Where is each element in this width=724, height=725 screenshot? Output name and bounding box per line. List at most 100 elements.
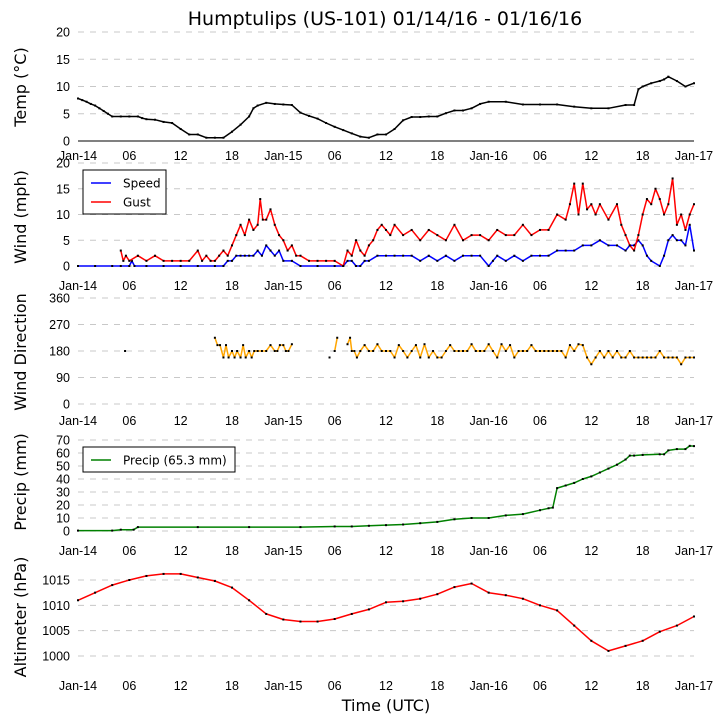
speed-point: [130, 259, 133, 262]
altimeter-panel: Altimeter (hPa) Time (UTC) 1000 1005 1010 1…: [11, 557, 713, 715]
speed-point: [684, 244, 687, 247]
temp-point: [231, 130, 233, 133]
speed-point: [231, 259, 233, 262]
gust-point: [218, 254, 221, 257]
temp-point: [667, 75, 670, 78]
direction-point: [355, 356, 358, 359]
direction-point: [693, 356, 695, 359]
gust-point: [547, 228, 550, 231]
gust-point: [393, 223, 396, 226]
temp-point: [590, 107, 593, 110]
x-tick-label: 18: [225, 279, 239, 293]
gust-point: [577, 213, 580, 216]
speed-point: [564, 249, 567, 252]
temp-point: [252, 107, 255, 110]
y-tick-label: 90: [56, 371, 70, 385]
x-axis-label: Time (UTC): [341, 696, 430, 715]
x-tick-label: 18: [636, 414, 650, 428]
x-tick-label: 06: [533, 279, 547, 293]
direction-point: [287, 350, 290, 352]
x-tick-label: 18: [430, 279, 444, 293]
speed-point: [145, 265, 148, 267]
gust-point: [624, 234, 627, 237]
gust-point: [654, 187, 657, 190]
altimeter-point: [265, 612, 268, 615]
gust-point: [119, 249, 122, 252]
direction-point: [284, 350, 287, 352]
speed-point: [94, 265, 97, 267]
direction-point: [607, 350, 610, 352]
temp-point: [367, 136, 370, 139]
wind-direction-y-label: Wind Direction: [11, 293, 30, 411]
direction-point: [624, 356, 627, 359]
temp-point: [684, 85, 687, 88]
direction-point: [547, 350, 550, 352]
gust-point: [436, 234, 439, 237]
altimeter-line: [77, 573, 695, 652]
x-tick-label: 18: [636, 149, 650, 163]
temp-point: [539, 103, 541, 106]
x-tick-label: 12: [379, 149, 393, 163]
direction-point: [440, 356, 443, 359]
speed-point: [663, 254, 666, 257]
x-tick-label: 12: [174, 149, 188, 163]
gust-point: [188, 259, 191, 262]
gust-point: [265, 218, 268, 221]
altimeter-point: [385, 601, 387, 604]
direction-point: [479, 350, 482, 352]
legend-label: Precip (65.3 mm): [123, 454, 227, 468]
speed-point: [239, 254, 242, 257]
direction-point: [530, 344, 533, 347]
direction-point: [684, 356, 687, 359]
direction-point: [410, 350, 413, 352]
gust-point: [269, 208, 272, 211]
temp-point: [94, 104, 97, 107]
gust-point: [196, 249, 199, 252]
altimeter-point: [196, 576, 199, 579]
gust-point: [645, 198, 648, 201]
speed-point: [196, 265, 199, 267]
temp-point: [479, 102, 482, 105]
gust-point: [581, 182, 584, 185]
speed-point: [119, 265, 122, 267]
direction-point: [385, 350, 387, 352]
precip-65-3-mm-point: [658, 453, 661, 456]
gust-point: [273, 223, 276, 226]
x-tick-label: 06: [122, 414, 136, 428]
temp-point: [393, 128, 396, 131]
temp-point: [154, 118, 156, 121]
altimeter-point: [504, 594, 507, 597]
x-tick-label: 12: [379, 679, 393, 693]
direction-point: [504, 350, 507, 352]
gust-point: [470, 234, 473, 237]
direction-point: [556, 350, 559, 352]
direction-point: [444, 350, 447, 352]
wind-direction-panel: Wind Direction 0 90 180 270 360 Jan-14 06 12 18 J…: [11, 292, 713, 429]
altimeter-point: [487, 591, 490, 594]
precip-65-3-mm-point: [350, 525, 353, 528]
y-tick-label: 180: [49, 345, 70, 359]
temp-point: [663, 78, 666, 81]
y-tick-label: 0: [63, 135, 70, 149]
gust-point: [239, 223, 242, 226]
temp-point: [487, 100, 490, 103]
gust-point: [641, 213, 644, 216]
temp-point: [282, 103, 285, 106]
gust-point: [256, 223, 259, 226]
temp-point: [222, 136, 225, 139]
gust-point: [594, 213, 597, 216]
temp-point: [299, 111, 302, 114]
y-tick-label: 50: [56, 460, 70, 474]
precip-65-3-mm-point: [119, 528, 122, 531]
precip-65-3-mm-point: [641, 453, 644, 456]
direction-point: [222, 356, 225, 359]
direction-point: [389, 350, 392, 352]
y-tick-label: 30: [56, 486, 70, 500]
x-tick-label: Jan-16: [470, 279, 508, 293]
speed-point: [273, 254, 276, 257]
altimeter-point: [573, 624, 576, 627]
gust-point: [372, 239, 375, 242]
temp-point: [342, 129, 345, 132]
speed-point: [248, 254, 251, 257]
speed-point: [513, 254, 516, 257]
